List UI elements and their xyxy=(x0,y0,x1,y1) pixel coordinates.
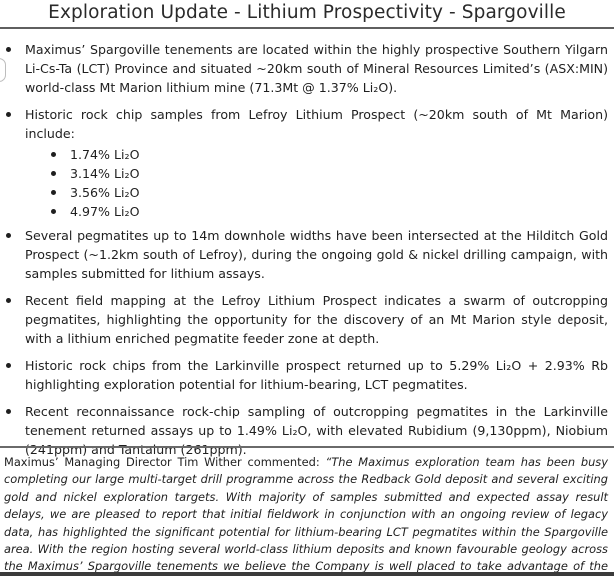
bullet-item-larkinville-recent: Recent reconnaissance rock-chip sampling… xyxy=(0,402,612,459)
rock-chip-results-list: 1.74% Li₂O 3.14% Li₂O 3.56% Li₂O 4.97% L… xyxy=(25,145,608,221)
sub-list-item: 1.74% Li₂O xyxy=(25,145,608,164)
bullet-text: Several pegmatites up to 14m downhole wi… xyxy=(25,228,608,281)
quote-text: “The Maximus exploration team has been b… xyxy=(4,455,608,574)
bullet-text: Recent reconnaissance rock-chip sampling… xyxy=(25,404,608,457)
quote-lead: Maximus’ Managing Director Tim Wither co… xyxy=(4,455,326,469)
highlights-list: Maximus’ Spargoville tenements are locat… xyxy=(0,40,612,467)
bullet-item-rock-chips: Historic rock chip samples from Lefroy L… xyxy=(0,105,612,221)
bullet-text: Historic rock chip samples from Lefroy L… xyxy=(25,107,608,141)
bullet-item-tenements: Maximus’ Spargoville tenements are locat… xyxy=(0,40,612,97)
bullet-item-larkinville-historic: Historic rock chips from the Larkinville… xyxy=(0,356,612,394)
director-quote: Maximus’ Managing Director Tim Wither co… xyxy=(4,454,608,576)
bullet-text: Recent field mapping at the Lefroy Lithi… xyxy=(25,293,608,346)
bullet-text: Historic rock chips from the Larkinville… xyxy=(25,358,608,392)
page-title: Exploration Update - Lithium Prospectivi… xyxy=(48,2,566,23)
title-divider xyxy=(0,27,614,29)
bullet-item-field-mapping: Recent field mapping at the Lefroy Lithi… xyxy=(0,291,612,348)
quote-divider xyxy=(0,446,614,448)
sub-list-item: 4.97% Li₂O xyxy=(25,202,608,221)
sub-list-item: 3.56% Li₂O xyxy=(25,183,608,202)
bullet-item-pegmatites: Several pegmatites up to 14m downhole wi… xyxy=(0,226,612,283)
footer-bar xyxy=(0,572,614,576)
bullet-text: Maximus’ Spargoville tenements are locat… xyxy=(25,42,608,95)
sub-list-item: 3.14% Li₂O xyxy=(25,164,608,183)
